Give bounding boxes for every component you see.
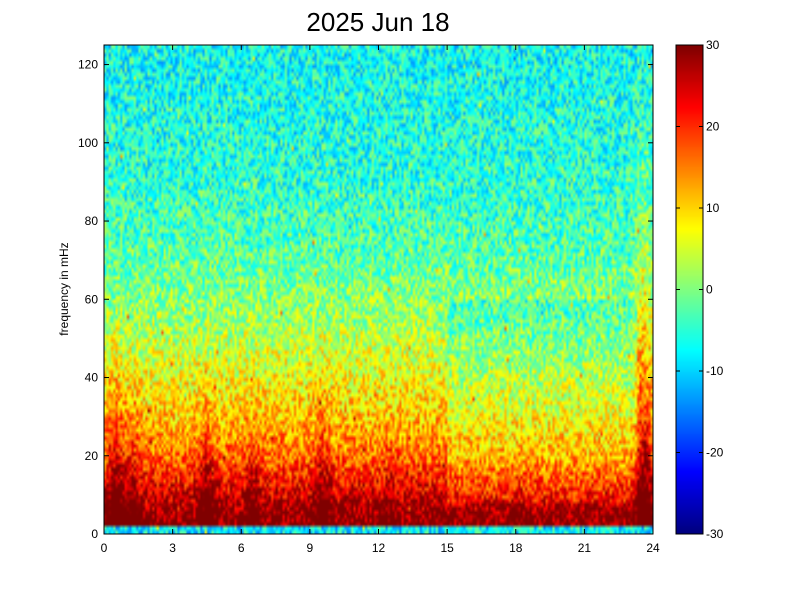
heatmap-image xyxy=(104,45,653,534)
x-tick-label: 9 xyxy=(307,541,314,555)
colorbar-tick-label: 10 xyxy=(706,201,720,215)
colorbar-ticks: -30 -20 -10 0 10 20 30 xyxy=(676,38,724,541)
y-tick-label: 100 xyxy=(78,136,98,150)
y-axis-label: frequency in mHz xyxy=(57,242,71,335)
colorbar-tick-label: -20 xyxy=(706,446,724,460)
x-tick-label: 18 xyxy=(509,541,523,555)
x-tick-label: 3 xyxy=(169,541,176,555)
x-tick-label: 21 xyxy=(578,541,592,555)
x-tick-label: 24 xyxy=(646,541,660,555)
y-tick-label: 80 xyxy=(85,214,99,228)
y-tick-label: 20 xyxy=(85,449,99,463)
colorbar-tick-label: 30 xyxy=(706,38,720,52)
y-tick-label: 40 xyxy=(85,371,99,385)
colorbar: -30 -20 -10 0 10 20 30 xyxy=(675,38,724,541)
y-tick-label: 0 xyxy=(91,527,98,541)
x-tick-label: 0 xyxy=(101,541,108,555)
x-tick-label: 6 xyxy=(238,541,245,555)
colorbar-tick-label: -10 xyxy=(706,364,724,378)
x-tick-label: 12 xyxy=(372,541,386,555)
heatmap xyxy=(104,45,653,534)
y-axis: 0 20 40 60 80 100 120 xyxy=(78,58,653,541)
colorbar-tick-label: 20 xyxy=(706,120,720,134)
colorbar-tick-label: 0 xyxy=(706,283,713,297)
y-tick-label: 60 xyxy=(85,292,99,306)
x-tick-label: 15 xyxy=(440,541,454,555)
colorbar-gradient xyxy=(676,45,703,534)
y-tick-label: 120 xyxy=(78,58,98,72)
chart-title: 2025 Jun 18 xyxy=(306,7,449,37)
colorbar-tick-label: -30 xyxy=(706,527,724,541)
x-axis: 0 3 6 9 12 15 18 21 24 xyxy=(101,45,660,555)
